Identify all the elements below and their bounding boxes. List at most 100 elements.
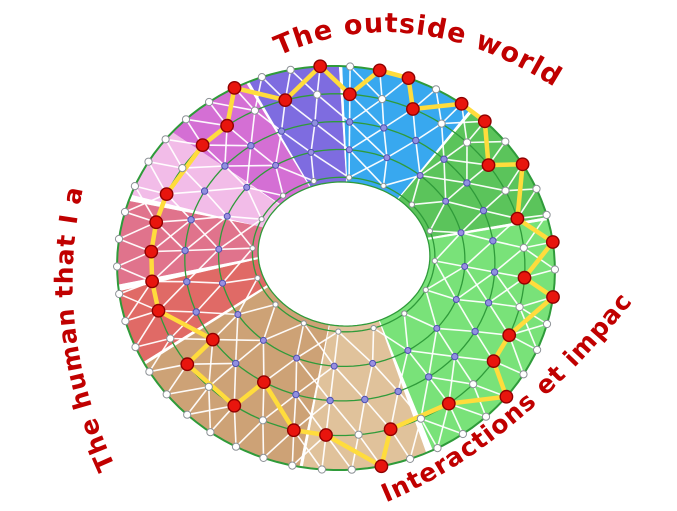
node (311, 119, 319, 127)
mesh-line (226, 215, 254, 249)
node (426, 227, 433, 235)
mesh-line (245, 187, 263, 220)
node (412, 136, 420, 145)
node (144, 157, 153, 166)
red-node (313, 59, 328, 74)
node (243, 183, 251, 191)
mesh-line (195, 282, 224, 313)
mesh-line (222, 277, 258, 284)
mesh-line (460, 231, 494, 242)
mesh-line (314, 122, 350, 151)
node (204, 382, 213, 391)
node (378, 95, 387, 104)
mesh-line (337, 331, 374, 364)
node (416, 172, 424, 179)
node (115, 289, 124, 299)
mesh-line (488, 302, 520, 308)
mesh-line (441, 120, 485, 125)
node (451, 352, 459, 361)
mesh-line (466, 182, 506, 192)
red-node (278, 93, 293, 108)
mesh-line (235, 419, 264, 448)
mesh-line (170, 337, 213, 341)
red-node (227, 81, 242, 95)
node (404, 347, 412, 354)
node (471, 327, 479, 336)
mesh-line (383, 127, 388, 158)
red-node (286, 423, 301, 438)
mesh-line (333, 331, 340, 367)
mesh-line (314, 94, 318, 124)
node (206, 428, 215, 437)
mesh-line (407, 350, 430, 378)
mesh-line (420, 417, 464, 435)
node (259, 453, 268, 462)
mesh-line (329, 366, 335, 401)
node (519, 370, 528, 379)
mesh-line (429, 200, 447, 232)
red-node (499, 389, 514, 404)
mesh-line (224, 165, 248, 188)
mesh-line (191, 215, 228, 221)
mesh-line (274, 165, 284, 196)
node (457, 229, 465, 237)
mesh-line (233, 363, 237, 406)
red-node (481, 158, 496, 173)
mesh-line (186, 280, 223, 284)
mesh-line (357, 399, 366, 435)
node (469, 380, 478, 389)
red-node (515, 157, 530, 172)
mesh-line (386, 139, 417, 159)
node (479, 206, 488, 215)
node (317, 465, 326, 474)
mesh-line (420, 418, 439, 449)
red-node (383, 422, 398, 437)
node (178, 164, 187, 173)
mesh-line (262, 340, 265, 383)
mesh-line (518, 306, 538, 351)
mesh-line (411, 200, 446, 206)
node (130, 182, 139, 191)
mesh-line (224, 164, 276, 167)
torus-wheel (113, 59, 560, 474)
mesh-line (164, 138, 183, 169)
hole-outline (257, 181, 431, 327)
mesh-line (250, 110, 256, 146)
mesh-line (372, 362, 399, 392)
red-node (401, 71, 416, 86)
node (532, 184, 541, 193)
node (310, 177, 317, 185)
node (247, 142, 255, 150)
mesh-line (397, 390, 422, 420)
mesh-line (419, 158, 445, 177)
mesh-line (333, 365, 366, 401)
mesh-line (448, 356, 456, 404)
mesh-line (118, 293, 159, 312)
node (258, 216, 265, 223)
red-node (545, 235, 560, 249)
mesh-line (185, 248, 219, 252)
node (369, 359, 377, 367)
mesh-line (415, 122, 443, 142)
node (440, 155, 448, 163)
node (280, 192, 287, 199)
red-node (441, 396, 456, 411)
red-node (256, 375, 271, 389)
mesh-line (508, 334, 525, 375)
red-node (342, 87, 357, 102)
node (292, 390, 300, 399)
mesh-line (348, 127, 385, 151)
mesh-line (310, 122, 316, 153)
mesh-line (150, 219, 192, 253)
mesh-line (134, 185, 157, 223)
node (114, 234, 124, 244)
node (300, 320, 307, 327)
mesh-line (263, 322, 305, 342)
mesh-line (295, 365, 335, 396)
mesh-line (208, 362, 237, 388)
mesh-line (293, 399, 331, 431)
mesh-line (403, 313, 409, 351)
red-node (374, 459, 389, 474)
mesh-line (134, 310, 160, 348)
red-node (372, 63, 387, 78)
